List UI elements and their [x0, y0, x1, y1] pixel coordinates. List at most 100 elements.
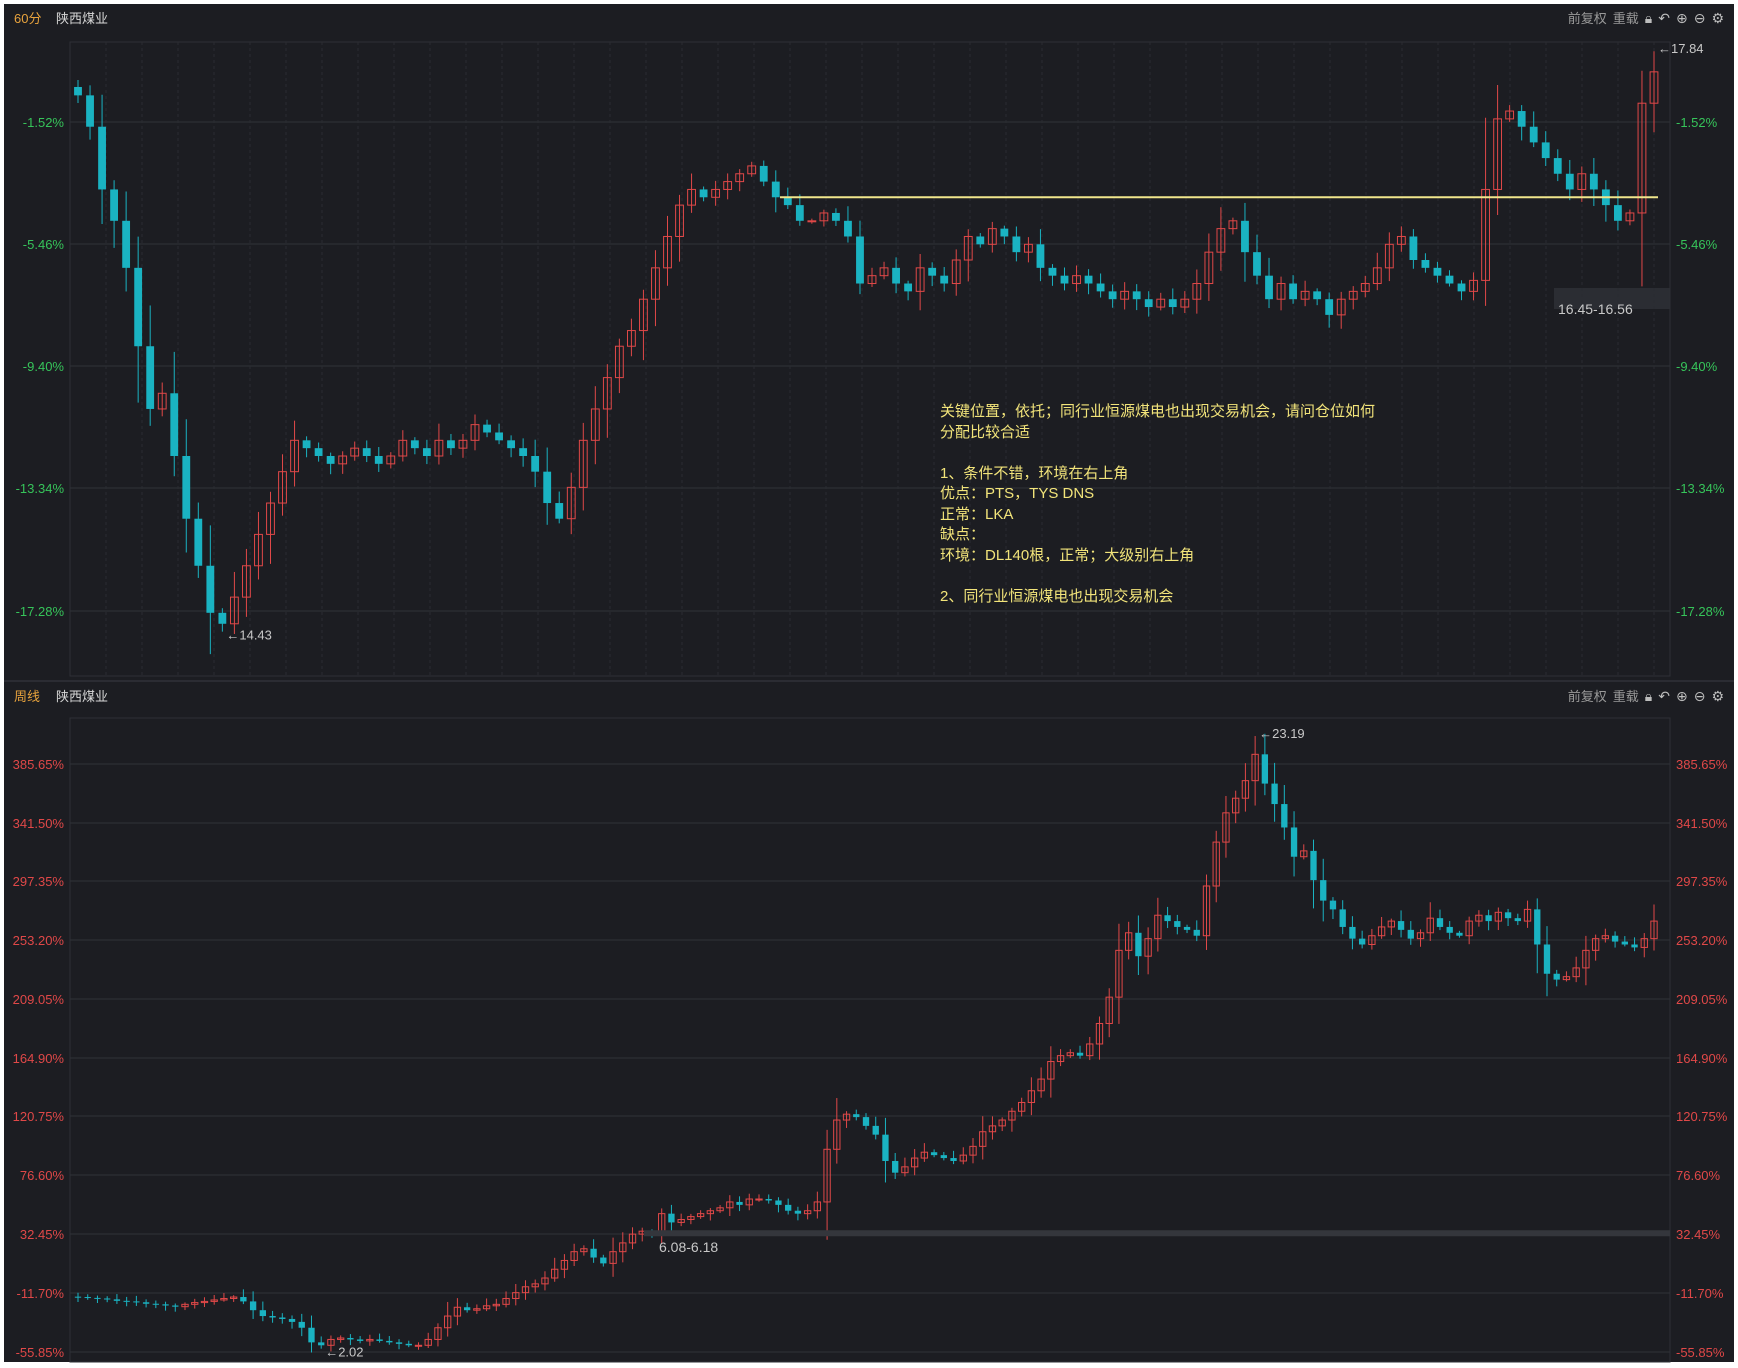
candle-body	[470, 424, 480, 441]
candle-body	[699, 189, 708, 198]
candle-body	[1289, 283, 1297, 300]
reload-button[interactable]: 重载	[1612, 689, 1639, 704]
candle-body	[1329, 900, 1337, 910]
candle-body	[327, 1338, 335, 1346]
period-label[interactable]: 60分	[14, 11, 42, 26]
candle-body	[1368, 935, 1376, 945]
y-tick-left: -55.85%	[16, 1345, 65, 1360]
candle-body	[1120, 290, 1130, 300]
candle-body	[807, 220, 817, 223]
min-price-label: ←2.02	[325, 1345, 363, 1360]
candle-body	[628, 1233, 637, 1244]
candle-body	[1372, 267, 1382, 285]
candle-body	[531, 1283, 539, 1288]
gear-icon[interactable]: ⚙	[1711, 9, 1724, 26]
candle-body	[862, 1117, 870, 1126]
candle-body	[314, 448, 323, 456]
candle-body	[495, 432, 503, 441]
lock-icon[interactable]: 🔒︎	[1644, 9, 1653, 26]
lock-icon[interactable]: 🔒︎	[1644, 687, 1653, 704]
candle-body	[1407, 929, 1414, 939]
candle-body	[1086, 1043, 1094, 1057]
candle-body	[920, 1151, 929, 1159]
y-tick-left: -11.70%	[17, 1286, 65, 1301]
candle-body	[113, 1299, 121, 1301]
period-label[interactable]: 周线	[14, 689, 41, 704]
weekly-candlestick-chart[interactable]: 385.65% 385.65% 341.50% 341.50% 297.35% 297.3…	[4, 682, 1734, 1364]
candle-body	[142, 1302, 150, 1304]
minute-candlestick-chart[interactable]: -1.52% -1.52% -5.46% -5.46% -9.40% -9.40% -13.…	[4, 4, 1734, 680]
y-tick-right: 253.20%	[1676, 933, 1728, 948]
candle-body	[998, 1119, 1006, 1127]
candle-body	[1047, 1061, 1055, 1080]
y-tick-right: -5.46%	[1676, 237, 1718, 252]
adjust-button[interactable]: 前复权	[1567, 689, 1607, 704]
candle-body	[1523, 908, 1532, 922]
candle-body	[930, 1152, 938, 1156]
range-highlight	[1554, 288, 1670, 309]
candle-body	[1384, 243, 1394, 269]
candle-body	[1168, 299, 1177, 308]
candle-body	[940, 275, 949, 284]
candle-body	[1387, 920, 1395, 928]
candle-body	[1577, 173, 1587, 190]
candle-body	[152, 1303, 159, 1305]
zoom-out-icon[interactable]: ⊖	[1693, 687, 1706, 704]
candle-body	[405, 1343, 412, 1346]
plot-border	[69, 717, 1671, 1363]
candle-body	[266, 502, 275, 535]
candle-body	[240, 1297, 247, 1302]
max-price-label: ←17.84	[1658, 41, 1704, 56]
candle-body	[803, 1210, 812, 1215]
candle-body	[458, 439, 468, 449]
zoom-in-icon[interactable]: ⊕	[1675, 687, 1688, 704]
zoom-in-icon[interactable]: ⊕	[1675, 9, 1688, 26]
gear-icon[interactable]: ⚙	[1711, 687, 1724, 704]
candle-body	[551, 1268, 559, 1279]
candle-body	[356, 1339, 364, 1341]
y-tick-left: -9.40%	[23, 359, 65, 374]
candle-body	[1108, 291, 1117, 300]
candle-body	[290, 439, 299, 473]
candle-body	[447, 440, 455, 449]
y-tick-left: 209.05%	[13, 992, 65, 1007]
candle-body	[298, 1321, 305, 1328]
candle-body	[386, 1340, 393, 1343]
candle-body	[555, 503, 564, 519]
candle-body	[794, 1210, 802, 1214]
candle-body	[940, 1155, 947, 1159]
zoom-out-icon[interactable]: ⊖	[1693, 9, 1706, 26]
reload-button[interactable]: 重载	[1612, 11, 1639, 26]
candle-body	[1241, 220, 1249, 253]
candle-body	[1601, 935, 1610, 940]
undo-icon[interactable]: ↶	[1658, 687, 1670, 704]
candle-body	[1144, 299, 1153, 308]
candle-body	[979, 1131, 987, 1147]
candle-body	[1310, 850, 1317, 881]
candle-body	[736, 1201, 743, 1205]
y-tick-left: 32.45%	[20, 1227, 65, 1242]
candle-body	[578, 439, 588, 488]
candle-body	[1228, 220, 1238, 230]
candle-body	[1339, 909, 1346, 927]
undo-icon[interactable]: ↶	[1658, 9, 1670, 26]
candle-body	[765, 1199, 772, 1201]
candle-body	[242, 565, 251, 598]
candle-body	[614, 345, 624, 379]
candle-body	[157, 392, 167, 410]
plot-border	[69, 41, 1671, 677]
candle-body	[122, 220, 131, 268]
candle-body	[1360, 283, 1370, 292]
y-tick-right: 120.75%	[1676, 1109, 1728, 1124]
y-tick-left: 385.65%	[13, 757, 65, 772]
candle-body	[904, 283, 913, 292]
chart-frame: 60分 陕西煤业 前复权 重载 🔒︎ ↶ ⊕ ⊖ ⚙ -1.52% -1.52% -…	[4, 4, 1734, 1364]
candle-body	[172, 1305, 179, 1307]
y-tick-left: -5.46%	[23, 237, 65, 252]
candle-body	[1037, 1078, 1045, 1092]
y-tick-right: 32.45%	[1676, 1227, 1721, 1242]
candle-body	[1436, 918, 1444, 927]
candle-body	[134, 267, 143, 347]
adjust-button[interactable]: 前复权	[1567, 11, 1607, 26]
range-label: 16.45-16.56	[1558, 301, 1633, 317]
